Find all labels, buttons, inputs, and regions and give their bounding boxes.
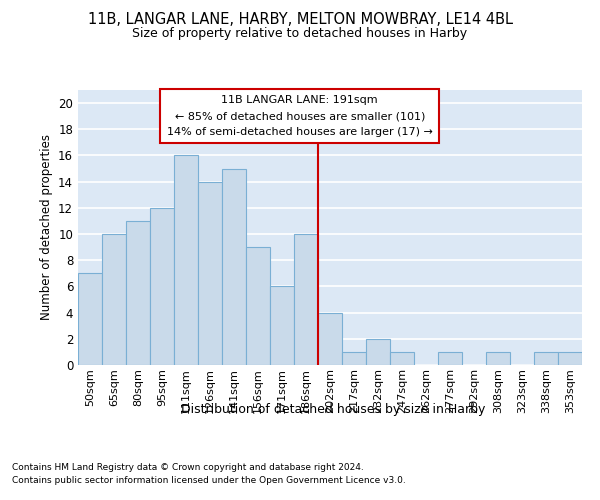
Bar	[126, 221, 150, 365]
Bar	[78, 274, 102, 365]
Bar	[150, 208, 174, 365]
Bar	[390, 352, 414, 365]
Bar	[486, 352, 510, 365]
Text: Distribution of detached houses by size in Harby: Distribution of detached houses by size …	[181, 402, 485, 415]
Bar	[270, 286, 294, 365]
Bar	[246, 247, 270, 365]
Text: Size of property relative to detached houses in Harby: Size of property relative to detached ho…	[133, 28, 467, 40]
Bar	[294, 234, 318, 365]
Text: Contains public sector information licensed under the Open Government Licence v3: Contains public sector information licen…	[12, 476, 406, 485]
Bar	[102, 234, 126, 365]
Y-axis label: Number of detached properties: Number of detached properties	[40, 134, 53, 320]
Bar	[438, 352, 462, 365]
Text: 11B, LANGAR LANE, HARBY, MELTON MOWBRAY, LE14 4BL: 11B, LANGAR LANE, HARBY, MELTON MOWBRAY,…	[88, 12, 512, 28]
Bar	[558, 352, 582, 365]
Bar	[534, 352, 558, 365]
Text: Contains HM Land Registry data © Crown copyright and database right 2024.: Contains HM Land Registry data © Crown c…	[12, 462, 364, 471]
Text: 11B LANGAR LANE: 191sqm
← 85% of detached houses are smaller (101)
14% of semi-d: 11B LANGAR LANE: 191sqm ← 85% of detache…	[167, 96, 433, 136]
Bar	[342, 352, 366, 365]
Bar	[366, 339, 390, 365]
Bar	[198, 182, 222, 365]
Bar	[174, 156, 198, 365]
Bar	[222, 168, 246, 365]
Bar	[318, 312, 342, 365]
